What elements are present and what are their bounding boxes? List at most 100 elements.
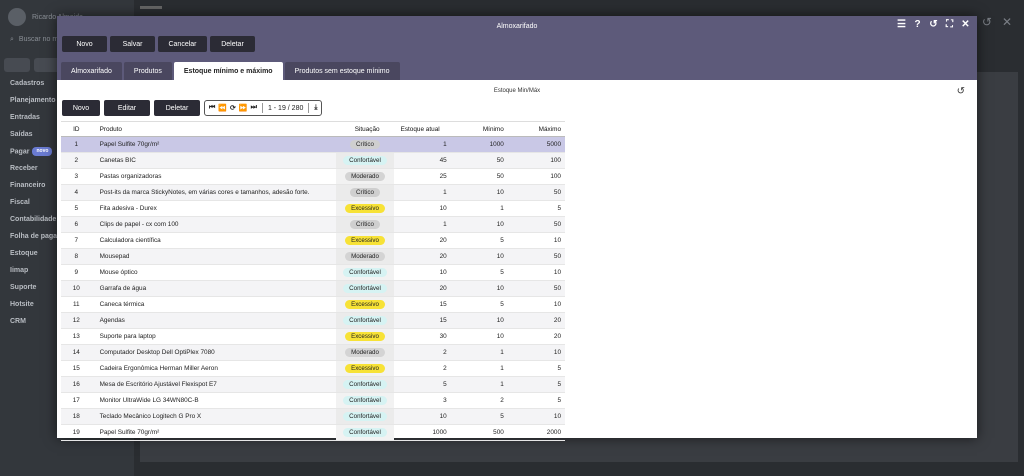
history-icon[interactable]: ↺: [929, 19, 938, 30]
column-header-min[interactable]: Mínimo: [450, 121, 508, 137]
table-row[interactable]: 9 Mouse óptico Confortável 10 5 10: [61, 264, 565, 281]
cell-status: Confortável: [336, 376, 394, 393]
new-button[interactable]: Novo: [62, 36, 107, 52]
cell-min: 500: [450, 424, 508, 441]
table-row[interactable]: 6 Clips de papel - cx com 100 Crítico 1 10 50: [61, 216, 565, 233]
first-page-icon[interactable]: ⏮: [209, 104, 216, 111]
cell-min: 5: [450, 232, 508, 249]
cell-id: 15: [61, 360, 92, 377]
column-header-product[interactable]: Produto: [91, 121, 337, 137]
sidebar-item[interactable]: Iimap: [10, 266, 78, 283]
cell-status: Confortável: [336, 280, 394, 297]
sidebar-item[interactable]: Planejamento: [10, 96, 78, 113]
avatar: [8, 8, 26, 26]
sidebar-item[interactable]: Hotsite: [10, 300, 78, 317]
cell-status: Excessivo: [336, 360, 394, 377]
column-header-status[interactable]: Situação: [336, 121, 394, 137]
cell-stock: 3: [393, 392, 451, 409]
sidebar-item[interactable]: Receber: [10, 164, 78, 181]
sidebar-item[interactable]: Contabilidade: [10, 215, 78, 232]
fullscreen-icon[interactable]: ⛶: [946, 19, 953, 30]
cell-product: Mesa de Escritório Ajustável Flexispot E…: [91, 376, 337, 393]
table-row[interactable]: 1 Papel Sulfite 70gr/m² Crítico 1 1000 5000: [61, 136, 565, 153]
cell-status: Moderado: [336, 168, 394, 185]
next-page-icon[interactable]: ⏩: [238, 105, 248, 112]
cell-min: 50: [450, 168, 508, 185]
column-header-id[interactable]: ID: [61, 121, 92, 137]
table-row[interactable]: 8 Mousepad Moderado 20 10 50: [61, 248, 565, 265]
table-row[interactable]: 15 Cadeira Ergonômica Herman Miller Aeron…: [61, 360, 565, 377]
history-icon[interactable]: ↺: [956, 86, 965, 97]
table-row[interactable]: 10 Garrafa de água Confortável 20 10 50: [61, 280, 565, 297]
background-hamburger: [140, 6, 162, 9]
sidebar-item[interactable]: Estoque: [10, 249, 78, 266]
cell-max: 50: [507, 280, 565, 297]
status-badge: Confortável: [343, 268, 387, 277]
sidebar-item[interactable]: Saídas: [10, 130, 78, 147]
status-badge: Confortável: [343, 396, 387, 405]
refresh-icon[interactable]: ⟳: [230, 105, 236, 112]
sidebar-item-label: Estoque: [10, 250, 38, 257]
table-row[interactable]: 7 Calculadora científica Excessivo 20 5 10: [61, 232, 565, 249]
tab-produtos[interactable]: Produtos: [123, 62, 172, 80]
sidebar-item[interactable]: Suporte: [10, 283, 78, 300]
table-row[interactable]: 14 Computador Desktop Dell OptiPlex 7080 M…: [61, 344, 565, 361]
table-row[interactable]: 19 Papel Sulfite 70gr/m² Confortável 1000 50…: [61, 424, 565, 441]
table-row[interactable]: 16 Mesa de Escritório Ajustável Flexispot…: [61, 376, 565, 393]
close-icon[interactable]: ✕: [961, 19, 970, 30]
help-icon[interactable]: ?: [914, 19, 921, 30]
table-row[interactable]: 18 Teclado Mecânico Logitech G Pro X Confo…: [61, 408, 565, 425]
table-row[interactable]: 17 Monitor UltraWide LG 34WN80C-B Confortá…: [61, 392, 565, 409]
cell-id: 4: [61, 184, 92, 201]
sidebar-item[interactable]: Folha de pagamento: [10, 232, 78, 249]
cell-min: 10: [450, 328, 508, 345]
delete-button[interactable]: Deletar: [210, 36, 255, 52]
table-row[interactable]: 5 Fita adesiva - Durex Excessivo 10 1 5: [61, 200, 565, 217]
table-row[interactable]: 13 Suporte para laptop Excessivo 30 10 20: [61, 328, 565, 345]
menu-collapse-icon[interactable]: ☰: [897, 19, 906, 30]
cell-product: Teclado Mecânico Logitech G Pro X: [91, 408, 337, 425]
cell-min: 10: [450, 312, 508, 329]
tab-produtos-sem-estoque-minimo[interactable]: Produtos sem estoque mínimo: [284, 62, 400, 80]
grid-delete-button[interactable]: Deletar: [154, 100, 200, 116]
sidebar-item[interactable]: CRM: [10, 317, 78, 334]
status-badge: Moderado: [345, 172, 385, 181]
table-row[interactable]: 3 Pastas organizadoras Moderado 25 50 100: [61, 168, 565, 185]
grid-edit-button[interactable]: Editar: [104, 100, 150, 116]
sidebar-item[interactable]: Fiscal: [10, 198, 78, 215]
table-row[interactable]: 11 Caneca térmica Excessivo 15 5 10: [61, 296, 565, 313]
pager: ⏮ ⏪ ⟳ ⏩ ⏭ 1 - 19 / 280 ⤓: [204, 100, 323, 116]
table-row[interactable]: 4 Post-its da marca StickyNotes, em vária…: [61, 184, 565, 201]
save-button[interactable]: Salvar: [110, 36, 155, 52]
sidebar-item[interactable]: Pagar novo: [10, 147, 78, 164]
sidebar-item[interactable]: Cadastros: [10, 79, 78, 96]
cell-stock: 20: [393, 232, 451, 249]
download-icon[interactable]: ⤓: [314, 104, 318, 111]
cell-min: 50: [450, 152, 508, 169]
cell-stock: 1: [393, 216, 451, 233]
last-page-icon[interactable]: ⏭: [250, 104, 257, 111]
sidebar-item-label: Cadastros: [10, 80, 45, 87]
cell-max: 20: [507, 312, 565, 329]
column-header-stock[interactable]: Estoque atual: [393, 121, 451, 137]
cell-product: Monitor UltraWide LG 34WN80C-B: [91, 392, 337, 409]
sidebar-tab: [34, 58, 60, 72]
table-row[interactable]: 2 Canetas BIC Confortável 45 50 100: [61, 152, 565, 169]
sidebar-item-label: CRM: [10, 318, 26, 325]
cell-status: Excessivo: [336, 296, 394, 313]
grid-toolbar: Novo Editar Deletar ⏮ ⏪ ⟳ ⏩ ⏭ 1 - 19 / 2…: [62, 100, 323, 116]
cancel-button[interactable]: Cancelar: [158, 36, 207, 52]
cell-id: 5: [61, 200, 92, 217]
sidebar-item[interactable]: Entradas: [10, 113, 78, 130]
cell-status: Excessivo: [336, 328, 394, 345]
previous-page-icon[interactable]: ⏪: [218, 105, 228, 112]
tab-estoque-minimo-maximo[interactable]: Estoque mínimo e máximo: [173, 62, 283, 80]
sidebar-item[interactable]: Financeiro: [10, 181, 78, 198]
grid-new-button[interactable]: Novo: [62, 100, 100, 116]
status-badge: Crítico: [350, 188, 380, 197]
tab-almoxarifado[interactable]: Almoxarifado: [61, 62, 122, 80]
sidebar-tab: [4, 58, 30, 72]
table-row[interactable]: 12 Agendas Confortável 15 10 20: [61, 312, 565, 329]
column-header-max[interactable]: Máximo: [507, 121, 565, 137]
sidebar-item-label: Planejamento: [10, 97, 56, 104]
